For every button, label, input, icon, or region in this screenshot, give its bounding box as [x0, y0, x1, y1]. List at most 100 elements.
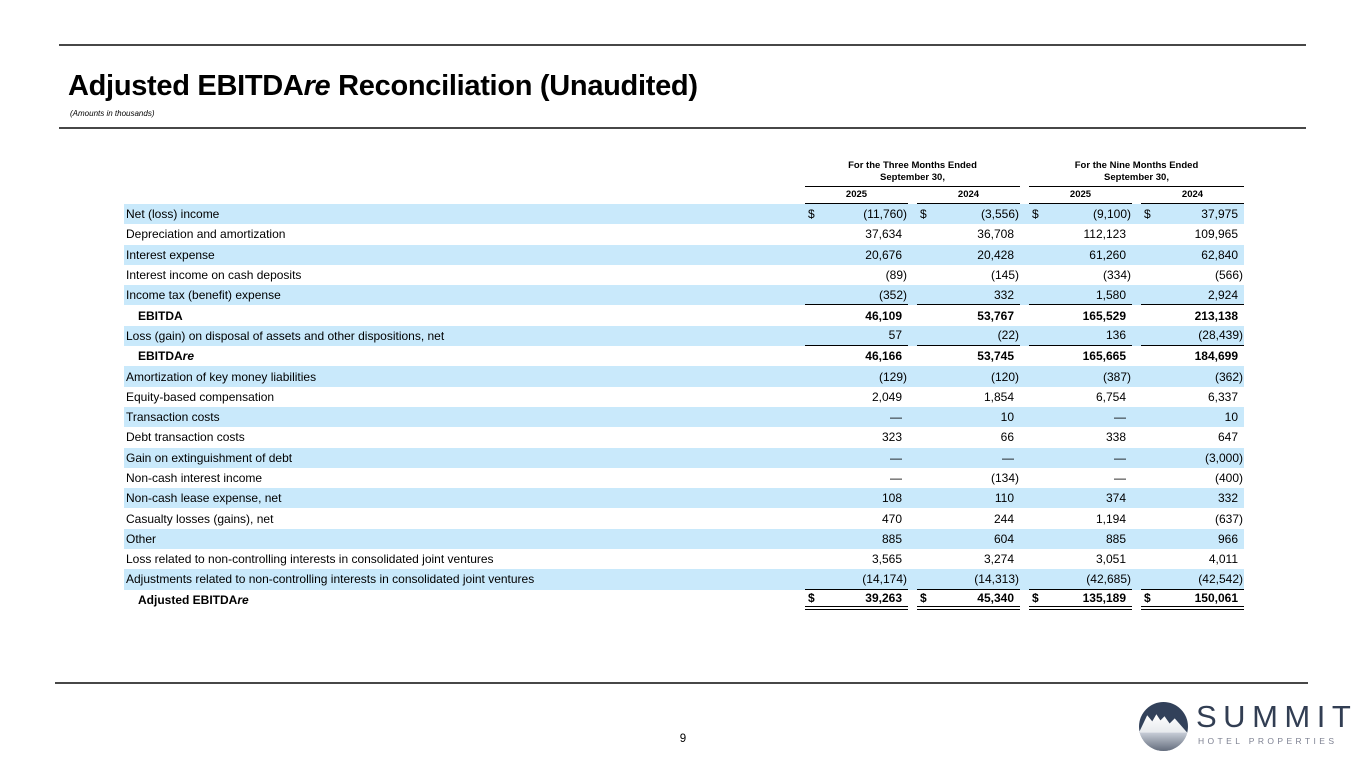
- row-value: $150,061: [1141, 590, 1244, 610]
- row-value: (3,000): [1141, 448, 1244, 468]
- value-text: 213,138: [1194, 308, 1238, 323]
- row-value: 53,767: [917, 305, 1020, 325]
- table-row: Income tax (benefit) expense (352) 332 1,58…: [124, 285, 1244, 306]
- row-value: 604: [917, 529, 1020, 549]
- row-label: Non-cash interest income: [126, 471, 263, 485]
- table-row: EBITDA 46,109 53,767 165,529 213,138: [124, 305, 1244, 325]
- dollar-sign: $: [1144, 590, 1151, 605]
- table-row: Gain on extinguishment of debt — — — (3,000): [124, 447, 1244, 468]
- value-text: 53,767: [977, 308, 1014, 323]
- table-row: Net (loss) income $ (11,760) $ (3,556) $ (9,10…: [124, 204, 1244, 225]
- row-value: (566): [1141, 265, 1244, 285]
- value-text: 604: [993, 531, 1014, 546]
- value-text: 184,699: [1194, 349, 1238, 364]
- row-label: EBITDA re: [138, 349, 195, 364]
- row-value: 647: [1141, 427, 1244, 447]
- value-text: (42,542): [1198, 571, 1243, 586]
- row-value: 66: [917, 427, 1020, 447]
- group-header-line1: For the Nine Months Ended: [1074, 160, 1199, 172]
- table-row: Non-cash lease expense, net 108 110 374 332: [124, 488, 1244, 509]
- value-text: 323: [881, 430, 902, 445]
- row-value: (129): [805, 366, 908, 386]
- value-text: 2,924: [1207, 287, 1238, 302]
- value-text: —: [1114, 450, 1126, 465]
- table-row: Adjustments related to non-controlling i…: [124, 569, 1244, 590]
- dollar-sign: $: [920, 207, 927, 222]
- row-value: —: [1029, 407, 1132, 427]
- value-text: 338: [1105, 430, 1126, 445]
- value-text: 37,975: [1201, 207, 1238, 222]
- row-value: 36,708: [917, 224, 1020, 244]
- year-header: 2024: [1141, 187, 1244, 204]
- table-row: Casualty losses (gains), net 470 244 1,194 (…: [124, 508, 1244, 528]
- row-value: $39,263: [805, 590, 908, 610]
- value-text: (120): [990, 369, 1019, 384]
- row-value: —: [1029, 468, 1132, 488]
- table-row: EBITDA re 46,166 53,745 165,665 184,699: [124, 346, 1244, 366]
- row-label: EBITDA: [138, 308, 183, 323]
- value-text: (362): [1214, 369, 1243, 384]
- dollar-sign: $: [1032, 207, 1039, 222]
- value-text: 109,965: [1194, 227, 1238, 242]
- footer-rule: [55, 682, 1308, 684]
- row-value: —: [805, 468, 908, 488]
- row-value: 109,965: [1141, 224, 1244, 244]
- table-row: Non-cash interest income — (134) — (400): [124, 468, 1244, 488]
- row-label: Loss (gain) on disposal of assets and ot…: [126, 328, 445, 343]
- group-header-nine-months: For the Nine Months Ended September 30,: [1029, 157, 1244, 187]
- value-text: 6,337: [1207, 389, 1238, 404]
- table-year-header-row: 2025 2024 2025 2024: [124, 187, 1244, 204]
- row-value: 136: [1029, 326, 1132, 347]
- value-text: 62,840: [1201, 247, 1238, 262]
- value-text: 4,011: [1208, 552, 1238, 567]
- row-value: 332: [1141, 488, 1244, 508]
- header-rule: [59, 127, 1306, 129]
- value-text: —: [890, 410, 902, 425]
- value-text: 20,676: [865, 247, 902, 262]
- row-value: 20,428: [917, 245, 1020, 265]
- row-value: 2,049: [805, 387, 908, 407]
- table-row: Amortization of key money liabilities (12…: [124, 366, 1244, 387]
- table-group-header-row: For the Three Months Ended September 30,…: [124, 157, 1244, 187]
- value-text: —: [890, 471, 902, 485]
- value-text: (89): [885, 268, 907, 283]
- value-text: (11,760): [863, 207, 907, 222]
- row-value: —: [1029, 448, 1132, 468]
- row-value: 10: [1141, 407, 1244, 427]
- row-label: Interest income on cash deposits: [126, 268, 302, 283]
- value-text: 6,754: [1095, 389, 1126, 404]
- value-text: (134): [990, 471, 1019, 485]
- value-text: 1,194: [1095, 511, 1126, 526]
- value-text: 165,665: [1082, 349, 1126, 364]
- row-value: $ (3,556): [917, 204, 1020, 224]
- value-text: 10: [1000, 410, 1014, 425]
- group-header-line2: September 30,: [880, 172, 945, 184]
- row-value: 4,011: [1141, 549, 1244, 569]
- value-text: 57: [888, 328, 902, 343]
- row-label: Gain on extinguishment of debt: [126, 450, 293, 465]
- row-value: $ (9,100): [1029, 204, 1132, 224]
- row-value: 108: [805, 488, 908, 508]
- value-text: 3,274: [983, 552, 1014, 567]
- row-label: Equity-based compensation: [126, 389, 275, 404]
- row-value: —: [805, 448, 908, 468]
- row-value: (400): [1141, 468, 1244, 488]
- row-value: 112,123: [1029, 224, 1132, 244]
- dollar-sign: $: [808, 590, 815, 605]
- value-text: —: [1114, 471, 1126, 485]
- row-value: —: [917, 448, 1020, 468]
- row-value: $ (11,760): [805, 204, 908, 224]
- table-row: Equity-based compensation 2,049 1,854 6,754…: [124, 387, 1244, 407]
- value-text: 374: [1105, 491, 1126, 506]
- row-value: (28,439): [1141, 326, 1244, 347]
- value-text: (14,174): [862, 571, 907, 586]
- row-label: Transaction costs: [126, 410, 220, 425]
- value-text: 136: [1105, 328, 1126, 343]
- company-logo: SUMMIT HOTEL PROPERTIES: [1138, 699, 1357, 752]
- value-text: (129): [878, 369, 907, 384]
- value-text: (9,100): [1092, 207, 1131, 222]
- value-text: 470: [881, 511, 902, 526]
- row-label: Loss related to non-controlling interest…: [126, 552, 494, 567]
- row-value: 61,260: [1029, 245, 1132, 265]
- value-text: —: [1002, 450, 1014, 465]
